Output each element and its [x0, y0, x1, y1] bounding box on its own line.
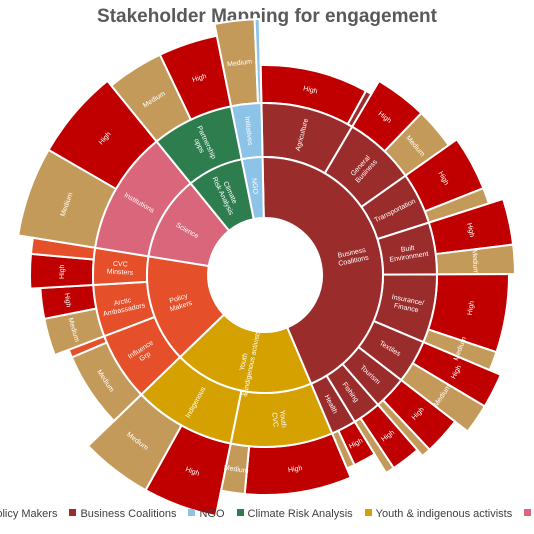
legend-swatch: [364, 509, 372, 516]
legend-item-science: Science: [524, 508, 534, 520]
legend-swatch: [236, 509, 244, 516]
legend-swatch: [69, 509, 77, 516]
category-ngo: [240, 156, 265, 221]
legend-label: Youth & indigenous activists: [375, 508, 513, 520]
legend-item-business-coalitions: Business Coalitions: [69, 508, 176, 520]
legend-label: NGO: [199, 508, 225, 520]
legend-label: Policy Makers: [0, 508, 58, 520]
legend-swatch: [188, 509, 196, 516]
legend-label: Climate Risk Analysis: [247, 508, 353, 520]
legend-item-ngo: NGO: [188, 508, 225, 520]
category-business-coalitions: [261, 156, 384, 385]
legend-item-climate-risk-analysis: Climate Risk Analysis: [236, 508, 353, 520]
legend-swatch: [524, 509, 532, 516]
chart-legend: Policy Makers Business Coalitions NGO Clima…: [0, 508, 534, 524]
category-youth-indigenous-activists: [178, 313, 313, 394]
legend-item-youth-indigenous-activists: Youth & indigenous activists: [364, 508, 513, 520]
legend-item-policy-makers: Policy Makers: [0, 508, 57, 520]
chart-title: Stakeholder Mapping for engagement: [97, 6, 437, 27]
legend-label: Business Coalitions: [80, 508, 177, 520]
